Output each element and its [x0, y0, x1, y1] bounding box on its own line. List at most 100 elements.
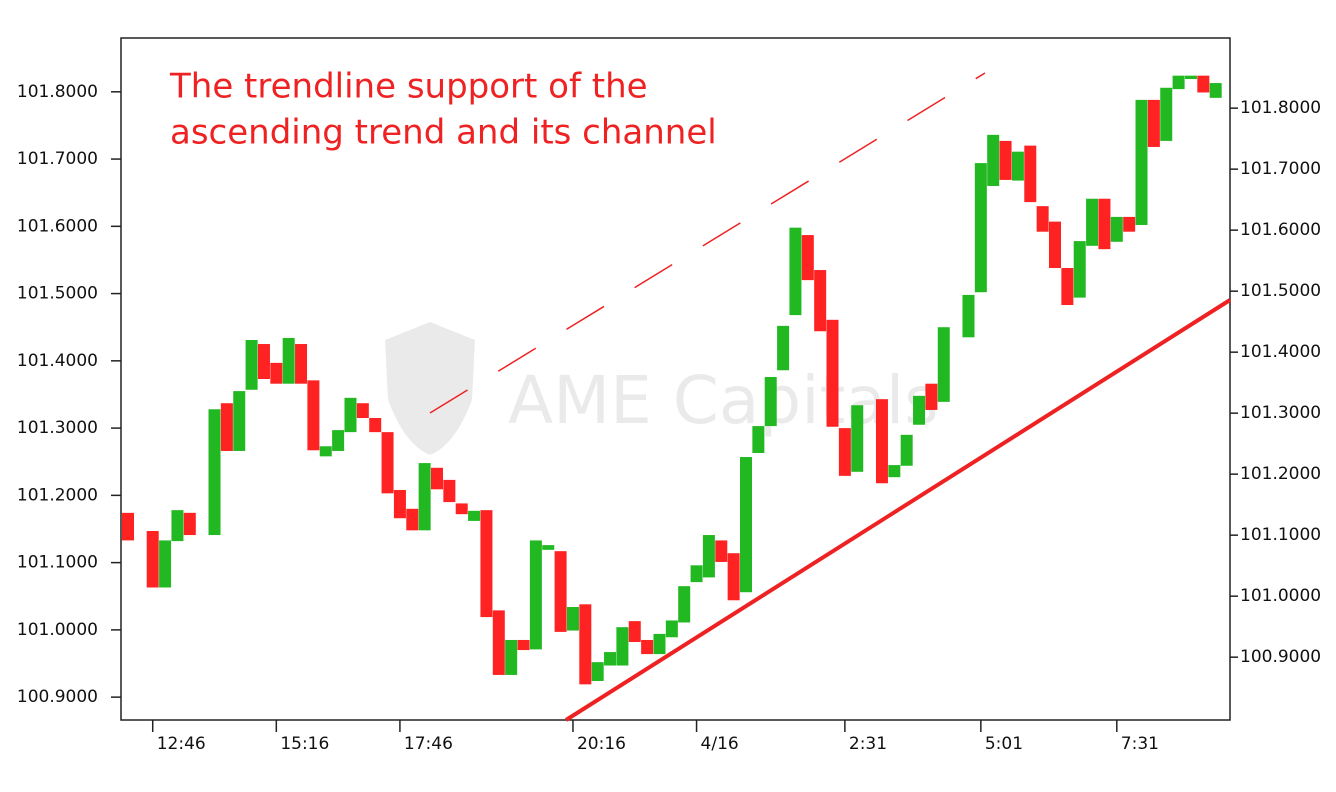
y2-tick-label: 101.1000	[1240, 525, 1321, 545]
candle	[282, 337, 295, 384]
candle	[665, 620, 678, 638]
candle	[443, 479, 456, 503]
y-tick-label: 101.3000	[17, 418, 98, 438]
candle	[455, 503, 468, 515]
candle	[1184, 75, 1197, 80]
candle	[838, 428, 851, 476]
candle	[381, 432, 394, 494]
candle	[777, 325, 790, 371]
candle	[1147, 99, 1160, 147]
candle	[480, 510, 493, 618]
x-tick-label: 17:46	[404, 734, 453, 754]
candle	[653, 633, 666, 655]
candle	[1098, 198, 1111, 250]
y2-tick-label: 100.9000	[1240, 647, 1321, 667]
candle	[678, 586, 691, 623]
y-tick-label: 101.5000	[17, 284, 98, 304]
y2-tick-label: 101.3000	[1240, 403, 1321, 423]
candle	[1197, 75, 1210, 93]
candle	[529, 540, 542, 650]
y2-tick-label: 101.7000	[1240, 159, 1321, 179]
candle	[937, 327, 950, 402]
candle	[826, 319, 839, 427]
candle	[962, 294, 975, 338]
candle	[468, 510, 481, 521]
candle	[307, 380, 320, 451]
y-tick-label: 101.0000	[17, 620, 98, 640]
candle	[393, 489, 406, 519]
candle	[715, 540, 728, 562]
x-tick-label: 12:46	[157, 734, 206, 754]
candle	[1011, 151, 1024, 181]
candle	[517, 639, 530, 651]
candle	[369, 418, 382, 433]
candle	[505, 639, 518, 675]
candle	[1061, 268, 1074, 306]
candle	[764, 376, 777, 427]
candle	[814, 270, 827, 332]
candle	[740, 457, 752, 593]
candle	[1209, 83, 1222, 98]
candle	[146, 531, 159, 588]
y-tick-label: 101.1000	[17, 553, 98, 573]
channel-line	[429, 72, 986, 414]
y-tick-label: 101.7000	[17, 149, 98, 169]
candle	[344, 397, 357, 433]
candle	[579, 604, 592, 685]
candle	[752, 426, 765, 453]
y-tick-label: 100.9000	[17, 687, 98, 707]
candle	[987, 134, 1000, 186]
x-tick-label: 2:31	[849, 734, 887, 754]
candle	[999, 140, 1012, 180]
trendline	[564, 298, 1232, 722]
candle	[702, 535, 715, 578]
candle	[888, 465, 901, 478]
candle	[925, 383, 938, 410]
candle	[1172, 75, 1185, 90]
candle	[245, 339, 258, 390]
candle	[913, 395, 926, 425]
x-tick-label: 5:01	[985, 734, 1023, 754]
candle	[270, 362, 283, 384]
candle	[566, 607, 579, 631]
candle	[1024, 145, 1037, 203]
candle	[789, 227, 802, 316]
candle	[554, 551, 567, 632]
y2-tick-label: 101.2000	[1240, 464, 1321, 484]
candle	[1049, 221, 1061, 269]
candle	[220, 403, 233, 451]
candle	[875, 399, 888, 484]
candle	[418, 463, 431, 531]
candle	[1123, 216, 1136, 232]
x-tick-label: 20:16	[577, 734, 626, 754]
candle	[974, 163, 987, 293]
watermark: AME Capitals	[385, 322, 939, 455]
y-tick-label: 101.4000	[17, 351, 98, 371]
candle	[233, 391, 246, 451]
y2-tick-label: 101.0000	[1240, 586, 1321, 606]
annotation: The trendline support of the	[169, 67, 648, 107]
candle	[1073, 241, 1086, 298]
plot-frame	[120, 37, 1231, 721]
candle	[727, 553, 740, 601]
y-tick-label: 101.2000	[17, 485, 98, 505]
y-tick-label: 101.8000	[17, 82, 98, 102]
candle	[122, 512, 134, 541]
candle	[616, 627, 629, 666]
candle	[171, 510, 184, 542]
candle	[604, 652, 617, 666]
candle	[1036, 206, 1049, 232]
watermark-text: AME Capitals	[508, 362, 939, 439]
candle	[1160, 87, 1173, 141]
marks	[122, 75, 1222, 685]
candle	[492, 610, 505, 675]
x-tick-label: 7:31	[1121, 734, 1159, 754]
candle	[690, 565, 703, 583]
candle	[257, 344, 270, 379]
watermark-logo	[385, 322, 475, 455]
candle	[183, 512, 196, 536]
candle	[431, 467, 443, 490]
x-tick-label: 4/16	[701, 734, 739, 754]
